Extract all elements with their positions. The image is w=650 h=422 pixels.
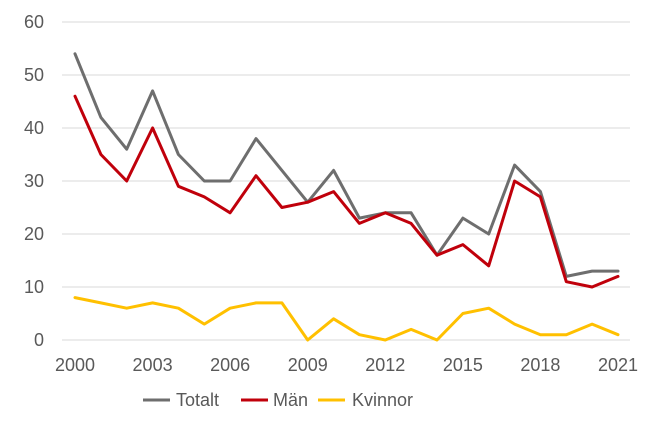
y-tick-label: 50: [24, 65, 44, 85]
series-lines: [73, 52, 620, 342]
series-line-1: [73, 52, 620, 278]
x-tick-label: 2015: [443, 355, 483, 375]
x-tick-label: 2000: [55, 355, 95, 375]
x-tick-label: 2006: [210, 355, 250, 375]
y-tick-label: 60: [24, 12, 44, 32]
x-axis-tick-labels: 2000 2003 2006 2009 2012 2015 2018 2021: [55, 355, 638, 375]
y-axis-tick-labels: 0 10 20 30 40 50 60: [24, 12, 44, 350]
y-tick-label: 10: [24, 277, 44, 297]
y-tick-label: 0: [34, 330, 44, 350]
x-tick-label: 2021: [598, 355, 638, 375]
series-line-3: [73, 296, 620, 342]
y-tick-label: 20: [24, 224, 44, 244]
y-tick-label: 30: [24, 171, 44, 191]
gridlines: [62, 21, 630, 341]
x-tick-label: 2009: [288, 355, 328, 375]
x-tick-label: 2018: [520, 355, 560, 375]
legend-label-3: Kvinnor: [352, 390, 413, 410]
legend-label-2: Män: [273, 390, 308, 410]
legend-label-1: Totalt: [176, 390, 219, 410]
legend: Totalt Män Kvinnor: [143, 390, 413, 410]
x-tick-label: 2003: [133, 355, 173, 375]
x-tick-label: 2012: [365, 355, 405, 375]
series-line-2: [73, 94, 620, 289]
y-tick-label: 40: [24, 118, 44, 138]
